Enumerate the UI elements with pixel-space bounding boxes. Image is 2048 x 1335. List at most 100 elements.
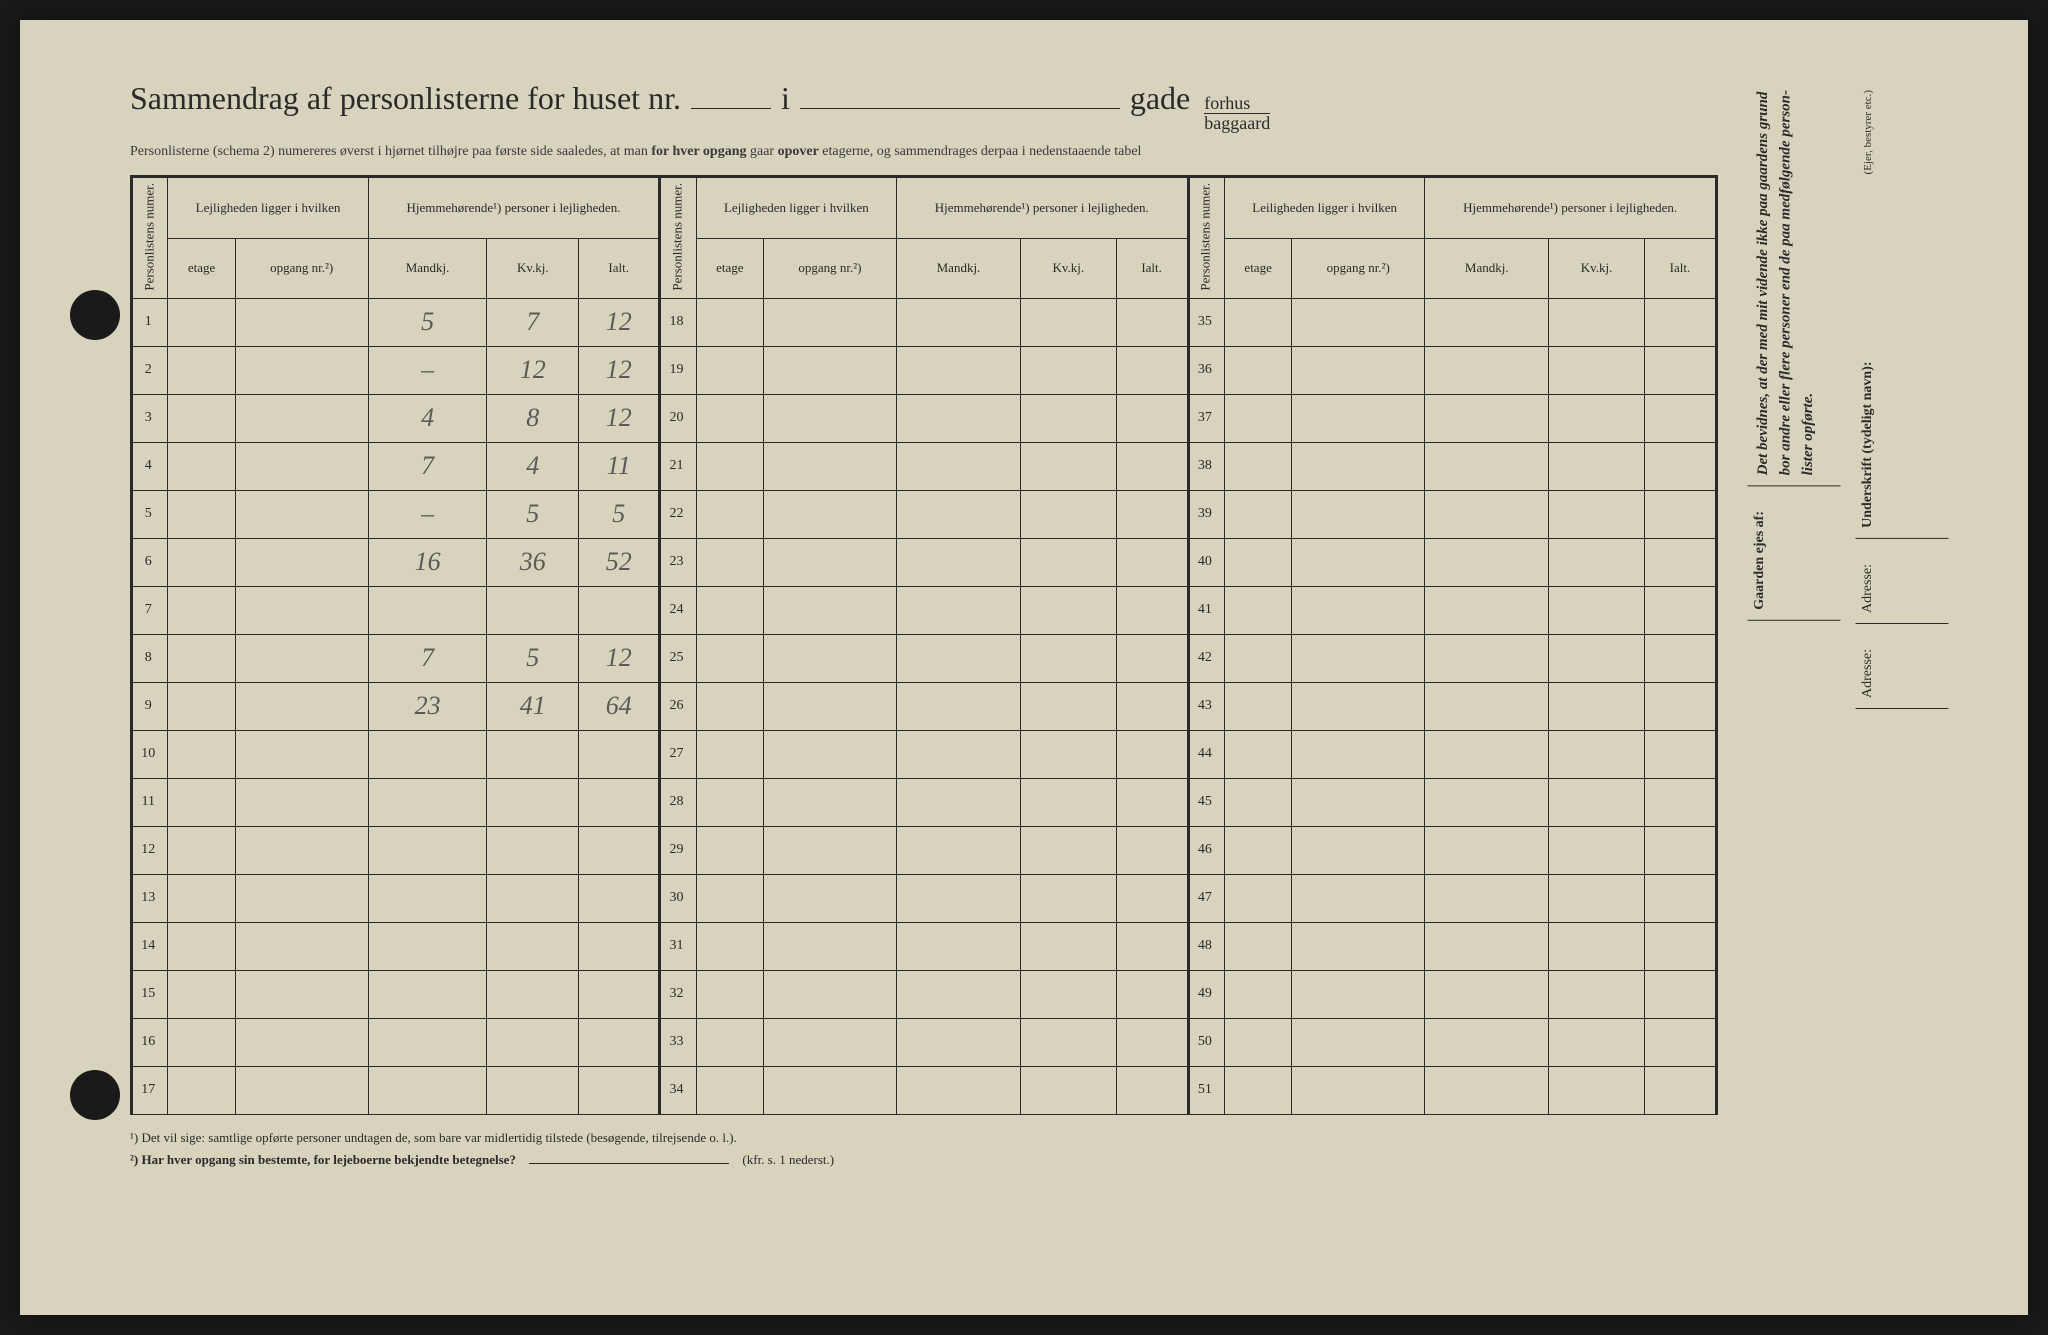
cell-opgang xyxy=(235,1018,368,1066)
cell-opgang xyxy=(763,490,896,538)
cell-mandkj xyxy=(1425,298,1549,346)
row-num: 34 xyxy=(660,1066,696,1114)
cell-ialt xyxy=(1644,922,1716,970)
cell-ialt xyxy=(1116,586,1188,634)
col-hjemme: Hjemmehørende¹) personer i lejligheden. xyxy=(368,177,660,239)
cell-etage xyxy=(1225,490,1292,538)
row-num: 50 xyxy=(1188,1018,1224,1066)
cell-ialt xyxy=(1644,394,1716,442)
row-num: 30 xyxy=(660,874,696,922)
table-row: 163350 xyxy=(132,1018,1717,1066)
col-ialt: Ialt. xyxy=(1116,239,1188,298)
table-row: 72441 xyxy=(132,586,1717,634)
punch-hole xyxy=(70,1070,120,1120)
cell-ialt xyxy=(579,1066,660,1114)
col-personlistens: Personlistens numer. xyxy=(1188,177,1224,299)
cell-mandkj: 16 xyxy=(368,538,487,586)
cell-opgang xyxy=(235,970,368,1018)
cell-kvkj xyxy=(487,586,579,634)
cell-etage xyxy=(1225,730,1292,778)
cell-mandkj xyxy=(368,778,487,826)
table-row: 112845 xyxy=(132,778,1717,826)
cell-kvkj: 8 xyxy=(487,394,579,442)
cell-ialt xyxy=(1116,1018,1188,1066)
cell-ialt xyxy=(1116,298,1188,346)
census-table: Personlistens numer. Lejligheden ligger … xyxy=(130,175,1718,1115)
row-num: 12 xyxy=(132,826,168,874)
row-num: 29 xyxy=(660,826,696,874)
cell-kvkj xyxy=(1020,778,1116,826)
row-num: 33 xyxy=(660,1018,696,1066)
cell-ialt xyxy=(579,778,660,826)
cell-kvkj xyxy=(1020,826,1116,874)
cell-mandkj xyxy=(368,1018,487,1066)
table-row: 122946 xyxy=(132,826,1717,874)
row-num: 45 xyxy=(1188,778,1224,826)
col-opgang: opgang nr.²) xyxy=(235,239,368,298)
cell-mandkj: 5 xyxy=(368,298,487,346)
cell-etage xyxy=(696,1018,763,1066)
cell-opgang xyxy=(763,922,896,970)
cell-mandkj xyxy=(896,682,1020,730)
cell-kvkj: 7 xyxy=(487,298,579,346)
cell-mandkj xyxy=(1425,442,1549,490)
cell-opgang xyxy=(1292,394,1425,442)
cell-opgang xyxy=(235,826,368,874)
cell-mandkj xyxy=(368,730,487,778)
cell-opgang xyxy=(763,730,896,778)
cell-ialt: 5 xyxy=(579,490,660,538)
row-num: 40 xyxy=(1188,538,1224,586)
table-row: 173451 xyxy=(132,1066,1717,1114)
cell-ialt xyxy=(1644,490,1716,538)
cell-ialt xyxy=(1644,346,1716,394)
table-row: 2–12121936 xyxy=(132,346,1717,394)
cell-ialt xyxy=(1116,394,1188,442)
cell-ialt xyxy=(1116,538,1188,586)
col-hjemme: Hjemmehørende¹) personer i lejligheden. xyxy=(1425,177,1717,239)
cell-kvkj: 5 xyxy=(487,490,579,538)
cell-ialt xyxy=(1644,634,1716,682)
cell-mandkj xyxy=(896,442,1020,490)
col-ialt: Ialt. xyxy=(1644,239,1716,298)
row-num: 3 xyxy=(132,394,168,442)
cell-kvkj xyxy=(1020,730,1116,778)
cell-kvkj xyxy=(1020,634,1116,682)
row-num: 6 xyxy=(132,538,168,586)
cell-kvkj xyxy=(1549,874,1645,922)
cell-kvkj xyxy=(1020,442,1116,490)
cell-kvkj xyxy=(1549,1066,1645,1114)
cell-opgang xyxy=(1292,922,1425,970)
cell-etage xyxy=(168,730,235,778)
row-num: 5 xyxy=(132,490,168,538)
cell-opgang xyxy=(763,970,896,1018)
table-row: 5–552239 xyxy=(132,490,1717,538)
cell-mandkj: – xyxy=(368,346,487,394)
cell-opgang xyxy=(1292,730,1425,778)
cell-kvkj xyxy=(487,826,579,874)
row-num: 7 xyxy=(132,586,168,634)
cell-etage xyxy=(168,874,235,922)
cell-mandkj xyxy=(896,538,1020,586)
cell-ialt xyxy=(579,970,660,1018)
row-num: 18 xyxy=(660,298,696,346)
row-num: 37 xyxy=(1188,394,1224,442)
row-num: 41 xyxy=(1188,586,1224,634)
row-num: 17 xyxy=(132,1066,168,1114)
cell-etage xyxy=(168,778,235,826)
row-num: 21 xyxy=(660,442,696,490)
cell-etage xyxy=(696,490,763,538)
row-num: 11 xyxy=(132,778,168,826)
cell-opgang xyxy=(763,1018,896,1066)
cell-ialt xyxy=(1116,490,1188,538)
cell-etage xyxy=(1225,394,1292,442)
cell-kvkj xyxy=(1020,1018,1116,1066)
row-num: 43 xyxy=(1188,682,1224,730)
table-body: 1571218352–121219363481220374741121385–5… xyxy=(132,298,1717,1114)
cell-etage xyxy=(1225,1066,1292,1114)
cell-mandkj xyxy=(896,922,1020,970)
cell-etage xyxy=(168,490,235,538)
cell-etage xyxy=(168,1018,235,1066)
cell-opgang xyxy=(1292,874,1425,922)
cell-opgang xyxy=(763,586,896,634)
cell-kvkj xyxy=(1549,442,1645,490)
